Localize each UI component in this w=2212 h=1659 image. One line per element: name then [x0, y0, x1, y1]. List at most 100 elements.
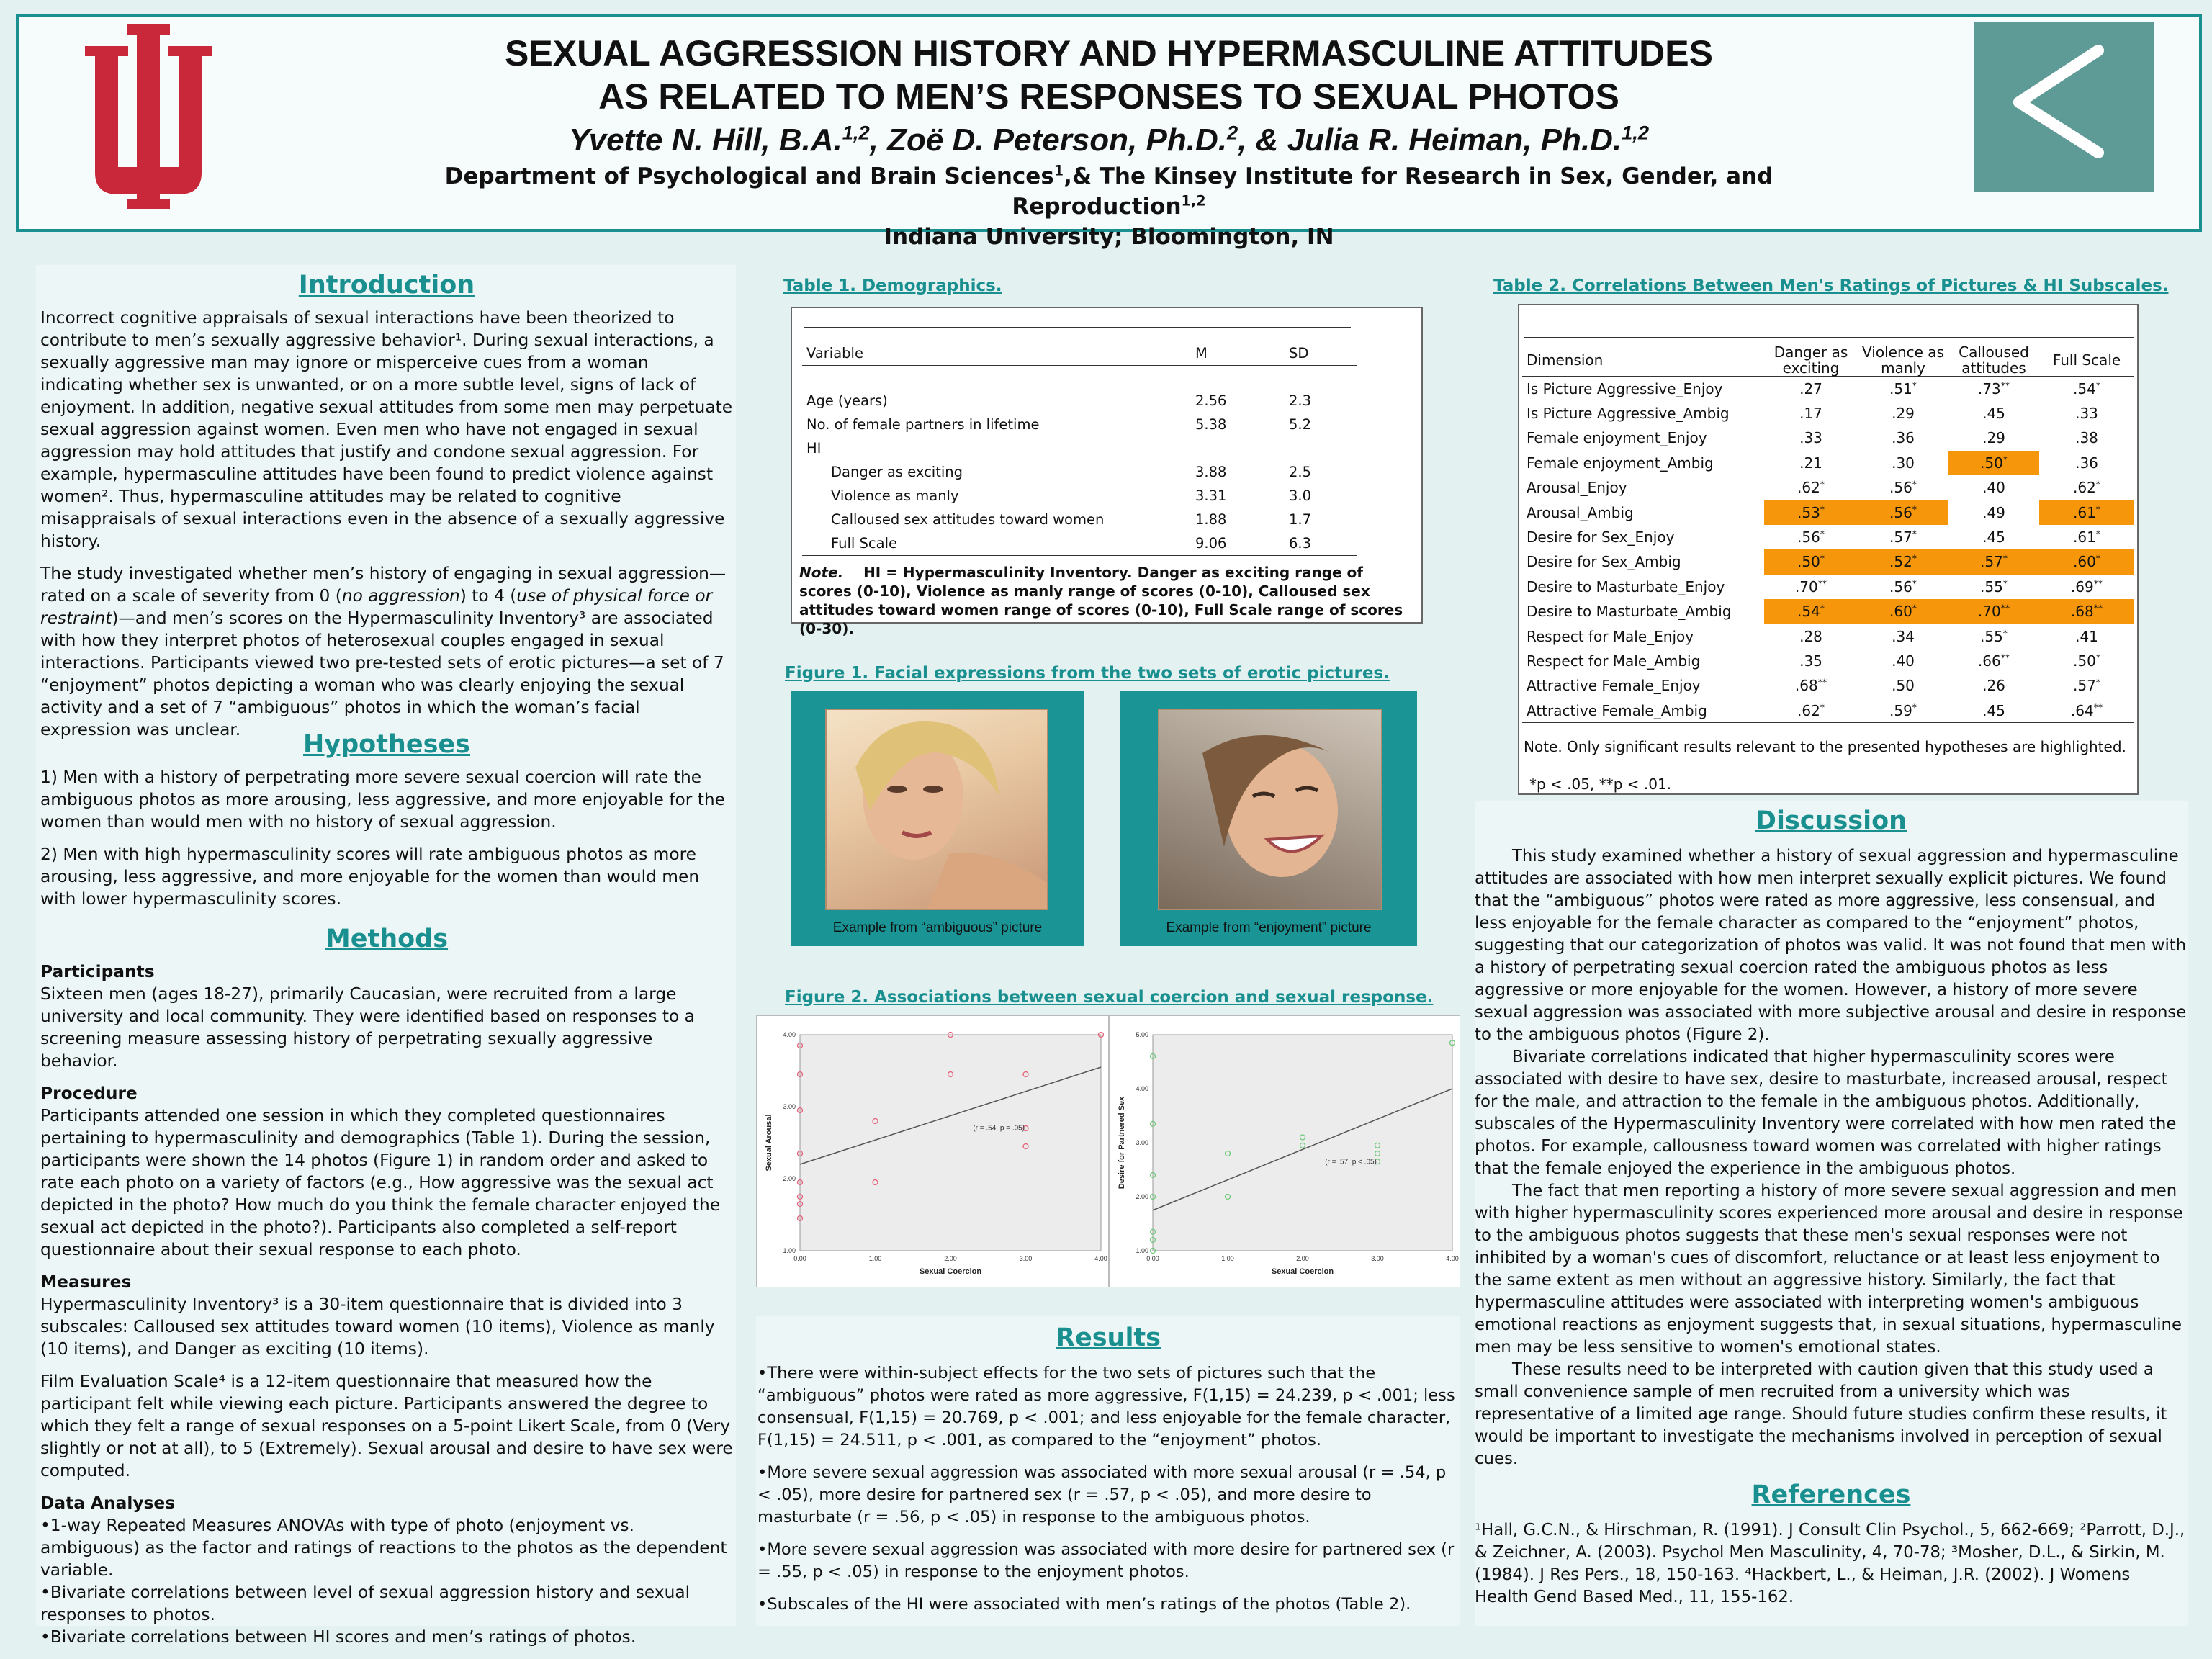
- discussion-paragraph-4: These results need to be interpreted wit…: [1475, 1360, 2167, 1468]
- discussion-paragraph-3: The fact that men reporting a history of…: [1475, 1182, 2183, 1357]
- procedure-subheading: Procedure: [40, 1084, 138, 1103]
- table2-row-label: Desire for Sex_Enjoy: [1527, 529, 1675, 547]
- table2-row-label: Desire to Masturbate_Ambig: [1527, 603, 1732, 621]
- table1-row: Calloused sex attitudes toward women 1.88…: [831, 511, 1312, 528]
- data-point: [1149, 1193, 1156, 1200]
- table2-cell: .68**: [2039, 599, 2134, 624]
- measures-subheading: Measures: [40, 1272, 132, 1292]
- data-point: [1149, 1236, 1156, 1244]
- data-point: [1022, 1125, 1029, 1132]
- table1-row: Age (years) 2.56 2.3: [806, 392, 1312, 409]
- table2-cell: .61*: [2072, 528, 2100, 547]
- table2-cell: .57*: [1889, 528, 1917, 547]
- table2-cell: .33: [1799, 429, 1822, 447]
- references-section: References ¹Hall, G.C.N., & Hirschman, R…: [1475, 1478, 2188, 1609]
- table2-cell: .62*: [1797, 478, 1825, 497]
- x-axis-label: Sexual Coercion: [1272, 1267, 1334, 1276]
- data-point: [1224, 1193, 1231, 1200]
- table2-row-label: Desire for Sex_Ambig: [1527, 553, 1681, 571]
- table2-row: Desire to Masturbate_Enjoy .70** .56* .55*.…: [1522, 575, 2134, 599]
- analyses-item: •Bivariate correlations between level of…: [40, 1583, 691, 1624]
- kinsey-institute-logo: [1974, 22, 2154, 192]
- data-point: [1149, 1228, 1156, 1235]
- x-tick-label: 3.00: [1020, 1255, 1033, 1262]
- correlation-annotation: (r = .54, p = .05): [973, 1125, 1025, 1133]
- references-heading: References: [1751, 1480, 1911, 1509]
- table2-cell: .53*: [1764, 500, 1858, 525]
- discussion-heading: Discussion: [1755, 806, 1907, 835]
- scatter-plot-arousal-svg: 1.002.003.004.000.00 1.00 2.00 3.00 4.00Sexu…: [765, 1031, 1107, 1276]
- table2-box: Dimension Danger as exciting Violence as…: [1518, 304, 2139, 795]
- results-item: •There were within-subject effects for t…: [757, 1364, 1455, 1449]
- data-point: [796, 1215, 804, 1222]
- title-line-2: AS RELATED TO MEN’S RESPONSES TO SEXUAL …: [598, 76, 1619, 117]
- table2-cell: .41: [2075, 627, 2098, 645]
- table2-cell: .50*: [2072, 652, 2100, 670]
- data-point: [796, 1107, 804, 1114]
- table2-cell: .59*: [1889, 701, 1917, 719]
- data-point: [1149, 1172, 1156, 1179]
- scatter-plot-arousal: 1.00 2.00 3.00 4.00 0.00 1.00 2.00 3.00 4.00 Sexu…: [756, 1015, 1109, 1287]
- data-point: [796, 1071, 804, 1078]
- table1-row: Full Scale 9.06 6.3: [802, 531, 1357, 555]
- table2-cell: .61*: [2039, 500, 2134, 525]
- table2-cell: .64**: [2070, 701, 2103, 719]
- table2-row-label: Respect for Male_Enjoy: [1527, 627, 1694, 645]
- results-section: Results •There were within-subject effec…: [757, 1321, 1459, 1626]
- table2-cell: .27: [1799, 379, 1822, 397]
- table2-cell: .21: [1799, 454, 1822, 472]
- results-item: •Subscales of the HI were associated wit…: [757, 1595, 1411, 1614]
- figure2-caption: Figure 2. Associations between sexual co…: [785, 988, 1434, 1007]
- intro-paragraph-1: Incorrect cognitive appraisals of sexual…: [40, 308, 733, 551]
- table2-row-label: Respect for Male_Ambig: [1527, 652, 1701, 670]
- table2-row: Desire to Masturbate_Ambig .54* .60* .70**.…: [1522, 599, 2134, 624]
- y-tick-label: 4.00: [1136, 1085, 1148, 1092]
- table2-row: Attractive Female_Enjoy .68** .50 .26 .57*: [1522, 673, 2134, 698]
- author-3: Julia R. Heiman, Ph.D.: [1287, 122, 1622, 158]
- figure1-caption: Figure 1. Facial expressions from the tw…: [785, 664, 1390, 683]
- table2-cell: .33: [2075, 405, 2098, 423]
- ambiguous-photo: [825, 709, 1048, 910]
- data-point: [947, 1031, 954, 1038]
- data-point: [796, 1179, 804, 1186]
- hypothesis-2: 2) Men with high hypermasculinity scores…: [40, 845, 700, 909]
- procedure-text: Participants attended one session in whi…: [40, 1106, 721, 1259]
- hypothesis-1: 1) Men with a history of perpetrating mo…: [40, 768, 725, 832]
- table2-cell: .70**: [1948, 599, 2039, 624]
- table2-cell: .38: [2075, 429, 2098, 447]
- x-tick-label: 0.00: [793, 1255, 806, 1262]
- data-point: [1299, 1134, 1306, 1141]
- x-tick-label: 0.00: [1146, 1255, 1159, 1262]
- table2-cell: .56*: [1889, 577, 1917, 595]
- data-point: [947, 1071, 954, 1078]
- data-point: [796, 1193, 804, 1200]
- y-tick-label: 1.00: [1136, 1247, 1148, 1254]
- table2-cell: .57*: [1948, 549, 2039, 575]
- right-column: [1475, 801, 2188, 1626]
- table2-row: Arousal_Ambig .53* .56* .49 .61*: [1522, 500, 2134, 525]
- table2-row: Female enjoyment_Ambig .21 .30 .50* .36: [1522, 450, 2134, 476]
- discussion-section: Discussion This study examined whether a…: [1475, 804, 2188, 1470]
- table2-row: Desire for Sex_Enjoy .56* .57* .45 .61*: [1522, 525, 2134, 549]
- author-2: Zoë D. Peterson, Ph.D.: [887, 122, 1227, 158]
- x-tick-label: 1.00: [1221, 1255, 1234, 1262]
- analyses-item: •1-way Repeated Measures ANOVAs with typ…: [40, 1516, 727, 1580]
- data-point: [1374, 1150, 1381, 1157]
- analyses-item: •Bivariate correlations between HI score…: [40, 1627, 637, 1647]
- poster-title-block: SEXUAL AGGRESSION HISTORY AND HYPERMASCU…: [389, 32, 1829, 252]
- data-point: [1374, 1142, 1381, 1148]
- data-point: [1299, 1142, 1306, 1148]
- table2-cell: .35: [1799, 652, 1822, 670]
- data-point: [1149, 1120, 1156, 1127]
- y-tick-label: 4.00: [783, 1031, 796, 1038]
- introduction-heading: Introduction: [298, 271, 475, 300]
- x-tick-label: 4.00: [1446, 1255, 1459, 1262]
- y-axis-label: Sexual Arousal: [765, 1114, 773, 1171]
- data-point: [1149, 1053, 1156, 1060]
- table2-row-label: Desire to Masturbate_Enjoy: [1527, 577, 1725, 595]
- ambiguous-photo-label: Example from “ambiguous” picture: [832, 920, 1043, 935]
- table2-row-label: Arousal_Enjoy: [1527, 479, 1627, 497]
- table2-row: Attractive Female_Ambig .62* .59* .45 .64**: [1522, 698, 2134, 723]
- scatter-plot-desire-svg: 1.002.003.004.005.000.00 1.00 2.00 3.00 4.00…: [1118, 1031, 1459, 1276]
- hypotheses-section: Hypotheses 1) Men with a history of perp…: [40, 727, 733, 920]
